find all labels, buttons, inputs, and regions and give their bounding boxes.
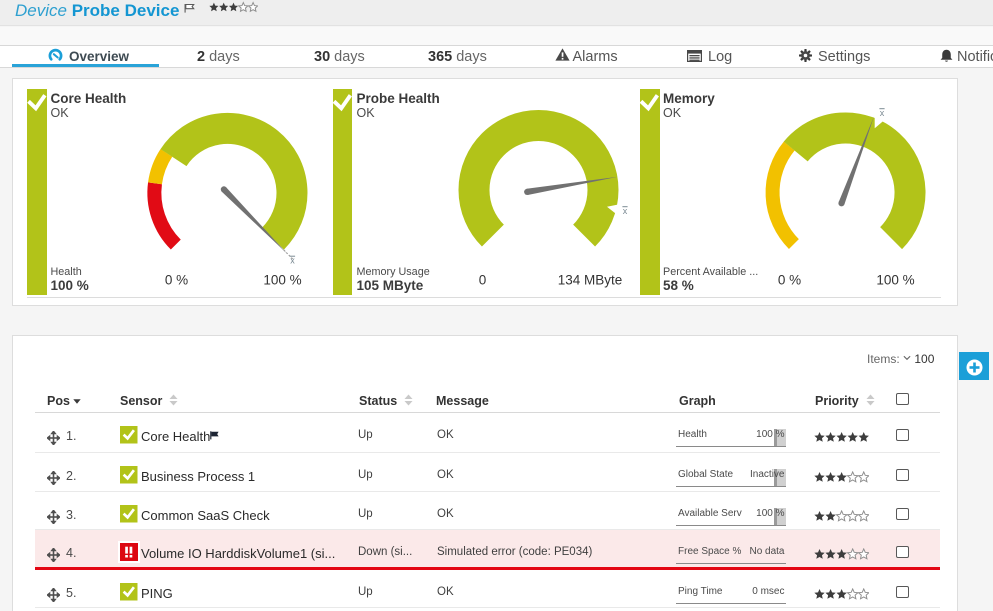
svg-text:x: x [880,108,885,118]
svg-text:x: x [290,256,295,266]
svg-text:0 %: 0 % [165,273,188,288]
svg-text:0: 0 [479,273,487,288]
svg-text:134 MByte: 134 MByte [558,273,623,288]
svg-text:0 %: 0 % [778,273,801,288]
svg-text:100 %: 100 % [876,273,914,288]
svg-text:x: x [623,206,628,216]
svg-text:100 %: 100 % [263,273,301,288]
